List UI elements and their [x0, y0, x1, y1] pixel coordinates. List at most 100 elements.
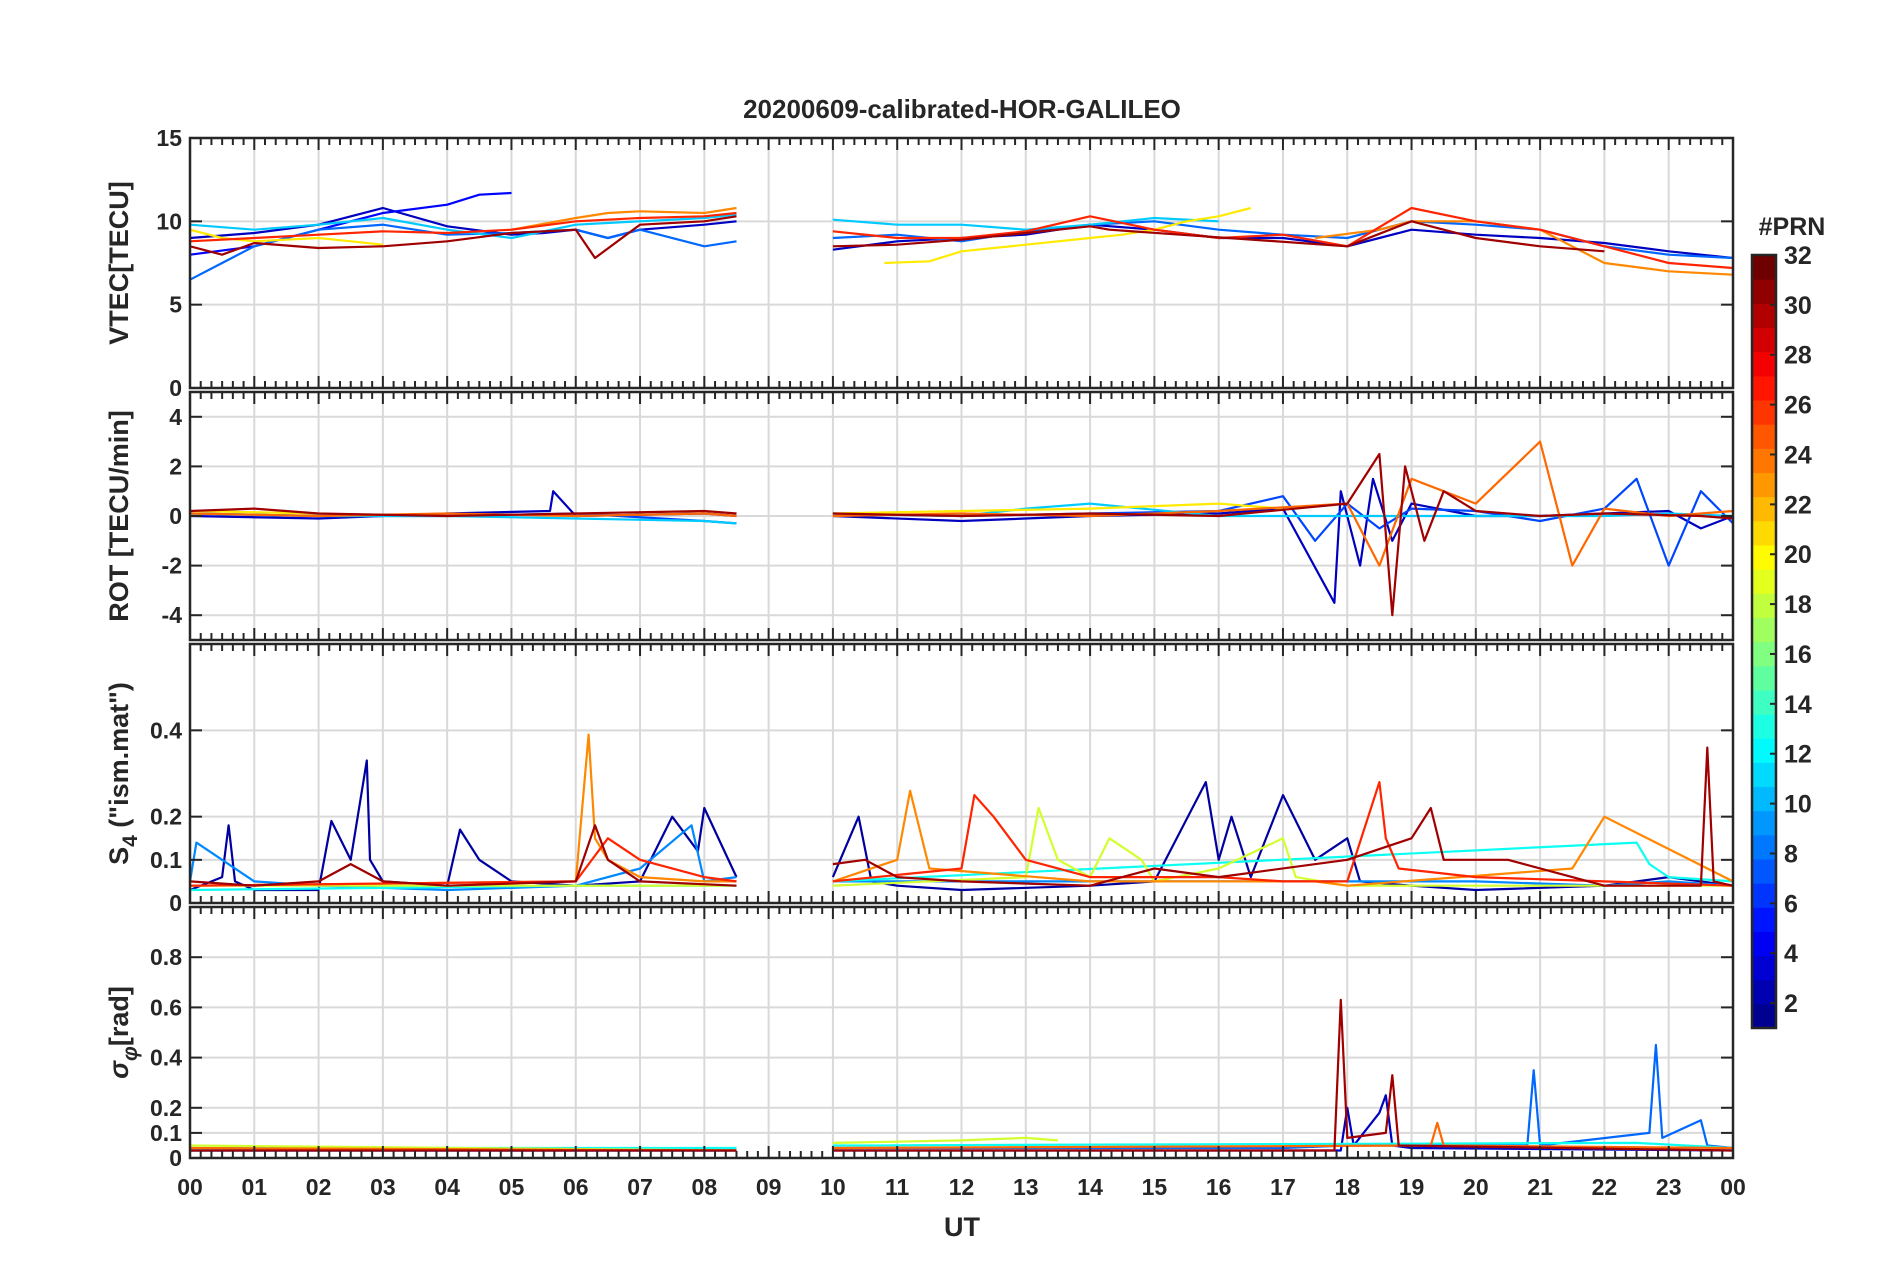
colorbar-segment: [1752, 834, 1776, 860]
y-axis-label: ROT [TECU/min]: [104, 410, 134, 621]
colorbar-segment: [1752, 569, 1776, 594]
x-tick-label: 17: [1270, 1174, 1296, 1200]
colorbar-segment: [1752, 544, 1776, 570]
y-axis-label: σφ[rad]: [104, 986, 142, 1079]
series-group: [190, 191, 1733, 281]
y-tick-label: 0.4: [150, 717, 182, 743]
x-tick-label: 04: [434, 1174, 460, 1200]
x-tick-label: 06: [563, 1174, 589, 1200]
colorbar-tick-label: 28: [1784, 342, 1812, 370]
y-tick-label: 0.4: [150, 1045, 182, 1071]
series-prn-27: [190, 206, 1733, 270]
x-tick-label: 16: [1206, 1174, 1232, 1200]
colorbar-segment: [1752, 738, 1776, 763]
panel-frame: [188, 390, 1735, 642]
series-prn-21: [190, 502, 1284, 515]
x-axis-label: UT: [944, 1212, 980, 1242]
colorbar-segment: [1752, 520, 1776, 546]
colorbar-segment: [1752, 351, 1776, 377]
series-group: [190, 440, 1733, 617]
y-tick-label: 0.8: [150, 944, 182, 970]
series-prn-31: [190, 452, 1733, 617]
colorbar-segment: [1752, 496, 1776, 522]
colorbar-segment: [1752, 907, 1776, 932]
colorbar-segment: [1752, 689, 1776, 715]
y-tick-label: 10: [156, 208, 182, 234]
panel-frame: [188, 136, 1735, 390]
series-group: [190, 733, 1733, 892]
panel-1: 0 5 10 15 VTEC[TECU]: [104, 125, 1735, 401]
series-prn-31: [190, 998, 1733, 1152]
colorbar-segment: [1752, 303, 1776, 329]
series-group: [190, 998, 1733, 1152]
y-tick-label: 5: [169, 292, 182, 318]
colorbar-label: #PRN: [1759, 213, 1826, 241]
panel-frame: [188, 642, 1735, 905]
x-tick-label: 22: [1592, 1174, 1618, 1200]
series-prn-31: [190, 746, 1733, 887]
x-tick-label: 13: [1013, 1174, 1039, 1200]
x-tick-label: 10: [820, 1174, 846, 1200]
x-tick-label: 23: [1656, 1174, 1682, 1200]
series-prn-5: [190, 191, 512, 256]
y-tick-label: 0: [169, 1145, 182, 1171]
x-tick-label: 14: [1077, 1174, 1103, 1200]
series-prn-21: [190, 206, 1252, 265]
panel-2: -4 -2 0 2 4 ROT [TECU/min]: [104, 390, 1735, 642]
x-tick-label: 08: [692, 1174, 718, 1200]
x-tick-label: 01: [241, 1174, 267, 1200]
panel-frame: [188, 905, 1735, 1160]
colorbar-tick-label: 6: [1784, 890, 1798, 918]
y-tick-label: 0.1: [150, 847, 182, 873]
y-tick-label: 0.2: [150, 804, 182, 830]
colorbar-tick-label: 32: [1784, 242, 1812, 270]
y-tick-label: 0: [169, 890, 182, 916]
colorbar-frame: [1750, 253, 1778, 1030]
colorbar-segment: [1752, 375, 1776, 401]
y-tick-label: -4: [162, 602, 183, 628]
x-tick-label: 19: [1399, 1174, 1425, 1200]
colorbar-segment: [1752, 448, 1776, 474]
y-label-sub: φ: [119, 1046, 142, 1061]
colorbar-tick-label: 20: [1784, 541, 1812, 569]
panel-3: 0 0.1 0.2 0.4 S4 ("ism.mat"): [104, 642, 1735, 916]
series-prn-24: [190, 733, 1733, 887]
colorbar-tick-label: 16: [1784, 641, 1812, 669]
colorbar-tick-label: 26: [1784, 392, 1812, 420]
x-tick-label: 05: [499, 1174, 525, 1200]
y-label-main: σ: [104, 1060, 134, 1079]
y-tick-label: 4: [169, 404, 182, 430]
colorbar-segment: [1752, 786, 1776, 812]
colorbar-segment: [1752, 955, 1776, 981]
colorbar-tick-label: 8: [1784, 840, 1798, 868]
colorbar-tick-label: 2: [1784, 990, 1798, 1018]
x-tick-label: 15: [1142, 1174, 1168, 1200]
y-tick-label: 0: [169, 375, 182, 401]
colorbar-segment: [1752, 424, 1776, 449]
colorbar-segment: [1752, 279, 1776, 304]
series-prn-31: [190, 215, 1605, 260]
colorbar-segment: [1752, 762, 1776, 788]
colorbar-tick-label: 14: [1784, 691, 1812, 719]
series-prn-11: [190, 213, 1219, 240]
colorbar-segment: [1752, 472, 1776, 498]
y-label-rest: [rad]: [104, 986, 134, 1046]
y-tick-label: 0.2: [150, 1095, 182, 1121]
colorbar-segment: [1752, 665, 1776, 691]
x-axis: 00 01 02 03 04 05 06 07 08 09 10 11 12 13 14 15 16 17 18 19…: [177, 1174, 1746, 1200]
y-tick-label: 0: [169, 503, 182, 529]
x-tick-label: 07: [627, 1174, 653, 1200]
y-axis-label: VTEC[TECU]: [104, 181, 134, 345]
x-tick-label: 12: [949, 1174, 975, 1200]
x-tick-label: 00: [177, 1174, 203, 1200]
chart-title: 20200609-calibrated-HOR-GALILEO: [743, 94, 1181, 124]
colorbar-segment: [1752, 810, 1776, 836]
colorbar-segment: [1752, 327, 1776, 353]
colorbar-segment: [1752, 255, 1776, 280]
colorbar-tick-label: 10: [1784, 791, 1812, 819]
panel-4: 00.10.2 0.4 0.6 0.8 σφ[rad]: [104, 905, 1735, 1171]
y-tick-label: 15: [156, 125, 182, 151]
